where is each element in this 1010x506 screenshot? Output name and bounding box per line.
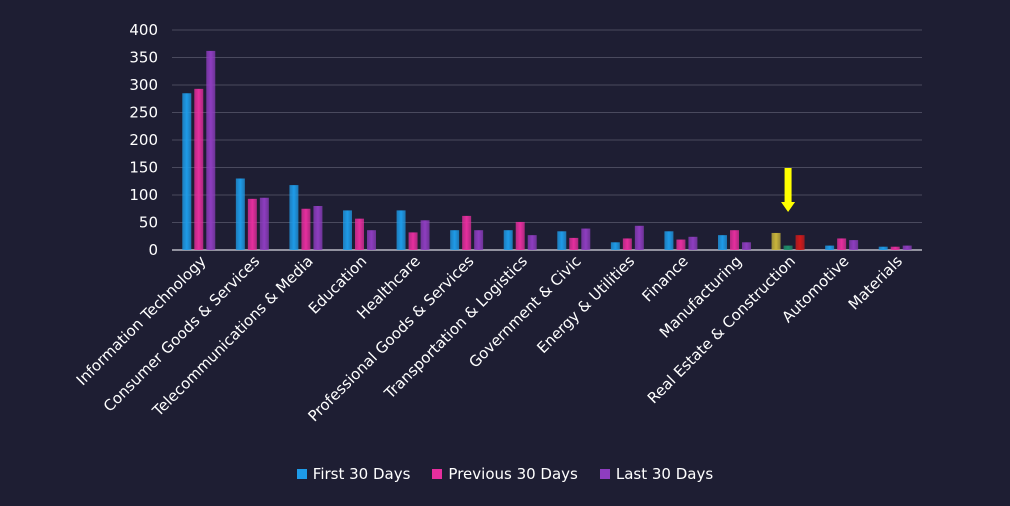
bar-last-30-days <box>902 245 912 250</box>
bar-first-30-days <box>771 232 781 250</box>
bar-first-30-days <box>343 210 352 250</box>
y-tick-label: 150 <box>129 159 158 177</box>
bar-previous-30-days <box>890 246 900 250</box>
legend-label: Previous 30 Days <box>448 465 578 483</box>
bars <box>182 50 912 251</box>
legend-label: First 30 Days <box>312 465 411 483</box>
bar-first-30-days <box>878 246 888 250</box>
bar-last-30-days <box>688 236 698 250</box>
bar-previous-30-days <box>837 238 847 250</box>
bar-last-30-days <box>206 50 216 251</box>
bar-last-30-days <box>367 230 376 250</box>
y-tick-label: 0 <box>148 241 158 259</box>
bar-last-30-days <box>634 225 644 250</box>
legend-swatch <box>599 469 610 479</box>
bar-previous-30-days <box>462 215 472 250</box>
bar-first-30-days <box>396 210 406 250</box>
x-tick-label: Finance <box>638 252 691 305</box>
bar-previous-30-days <box>194 88 204 250</box>
legend-item: Previous 30 Days <box>432 465 578 483</box>
bar-first-30-days <box>557 231 567 250</box>
bar-first-30-days <box>450 230 460 250</box>
annotation <box>781 168 796 212</box>
bar-first-30-days <box>289 185 299 250</box>
bar-first-30-days <box>664 231 674 250</box>
y-axis-ticks: 0 50 100 150 200 250 300 350 400 <box>129 21 158 259</box>
bar-previous-30-days <box>301 208 311 250</box>
bar-last-30-days <box>527 235 537 250</box>
bar-last-30-days <box>420 220 430 250</box>
bar-previous-30-days <box>783 245 793 250</box>
legend-swatch <box>432 469 443 479</box>
arrow-down-icon <box>781 168 796 212</box>
y-tick-label: 400 <box>129 21 158 39</box>
bar-first-30-days <box>503 230 513 250</box>
y-tick-label: 100 <box>129 186 158 204</box>
bar-last-30-days <box>742 242 751 250</box>
bar-first-30-days <box>182 93 192 250</box>
bar-first-30-days <box>718 235 727 250</box>
x-tick-label: Energy & Utilities <box>533 252 638 357</box>
bar-previous-30-days <box>247 198 257 250</box>
bar-previous-30-days <box>515 221 525 250</box>
gridlines <box>172 29 922 251</box>
legend-item: First 30 Days <box>296 465 411 483</box>
legend-item: Last 30 Days <box>599 465 714 483</box>
legend: First 30 Days Previous 30 Days Last 30 Day… <box>0 465 1010 483</box>
bar-last-30-days <box>849 240 859 250</box>
bar-previous-30-days <box>676 239 686 250</box>
bar-previous-30-days <box>569 237 579 250</box>
bar-first-30-days <box>825 245 835 250</box>
bar-first-30-days <box>610 242 620 250</box>
bar-last-30-days <box>581 228 591 250</box>
y-tick-label: 50 <box>139 214 158 232</box>
bar-last-30-days <box>795 235 805 250</box>
bar-previous-30-days <box>355 218 364 250</box>
legend-swatch <box>296 469 307 479</box>
y-tick-label: 300 <box>129 76 158 94</box>
bar-previous-30-days <box>730 230 739 250</box>
bar-previous-30-days <box>622 238 632 250</box>
bar-first-30-days <box>235 178 245 250</box>
bar-last-30-days <box>474 230 484 250</box>
y-tick-label: 350 <box>129 49 158 67</box>
legend-label: Last 30 Days <box>615 465 714 483</box>
y-tick-label: 250 <box>129 104 158 122</box>
bar-last-30-days <box>313 206 323 250</box>
y-tick-label: 200 <box>129 131 158 149</box>
bar-last-30-days <box>259 197 269 250</box>
x-tick-label: Materials <box>845 252 906 313</box>
bar-previous-30-days <box>408 232 418 250</box>
